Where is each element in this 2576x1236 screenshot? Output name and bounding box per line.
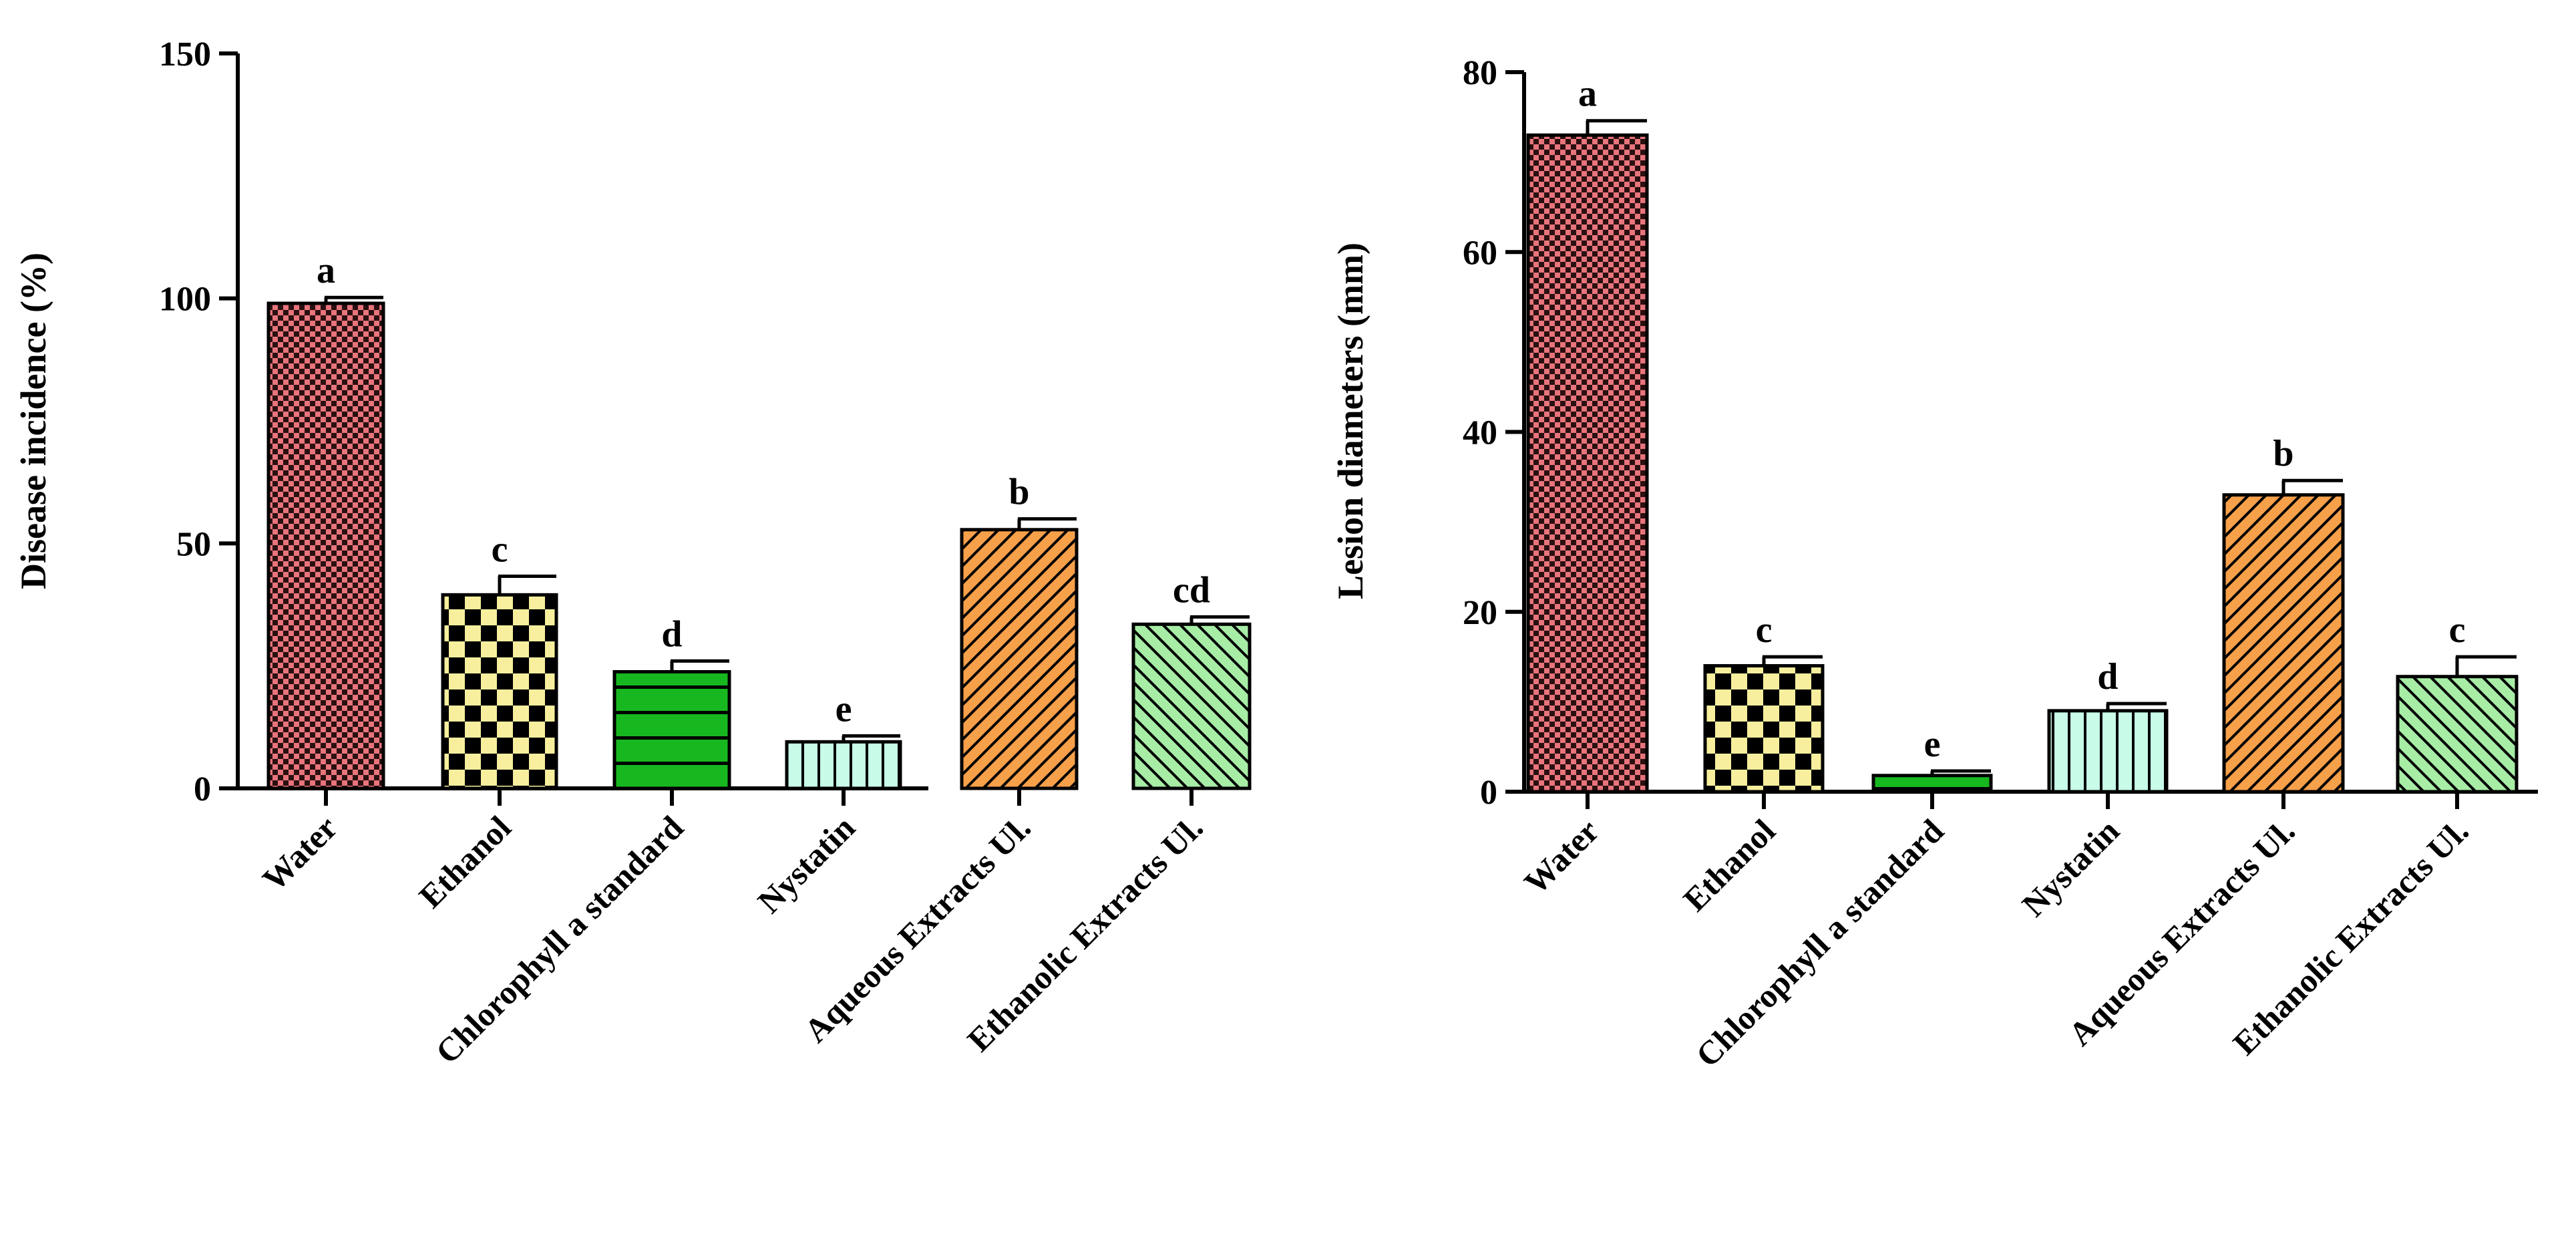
x-category-label: Ethanol xyxy=(1676,812,1783,919)
significance-label: b xyxy=(1008,472,1029,513)
bar xyxy=(2222,493,2345,794)
significance-label: e xyxy=(836,689,852,730)
y-tick-label: 150 xyxy=(159,35,211,73)
significance-label: c xyxy=(1756,609,1773,651)
x-category-label: Water xyxy=(255,808,345,898)
bar xyxy=(2396,675,2519,794)
significance-label: c xyxy=(492,528,508,570)
y-tick-label: 60 xyxy=(1463,234,1497,272)
bar xyxy=(960,528,1079,790)
significance-label: c xyxy=(2449,609,2466,651)
x-category-label: Water xyxy=(1517,812,1606,901)
significance-label: b xyxy=(2273,433,2293,474)
bar xyxy=(1871,774,1993,794)
x-category-label: Nystatin xyxy=(2014,812,2126,923)
y-tick-label: 0 xyxy=(1480,774,1497,812)
bar xyxy=(441,593,558,790)
y-axis-title: Disease incidence (%) xyxy=(13,253,53,589)
y-tick-label: 20 xyxy=(1463,594,1497,632)
bar xyxy=(2047,709,2169,794)
bar xyxy=(1703,664,1825,794)
lesion-diameters-chart: 0 20 40 60 80 Lesion diameters (mm) a Water c Eth… xyxy=(1330,54,2538,1074)
disease-incidence-chart: 0 50 100 150 Disease incidence (%) a Water c Eth… xyxy=(13,35,1252,1071)
significance-label: e xyxy=(1924,724,1941,765)
bar xyxy=(785,740,902,790)
significance-label: a xyxy=(317,250,335,291)
y-tick-label: 100 xyxy=(159,281,211,319)
y-tick-label: 40 xyxy=(1463,414,1497,452)
x-category-label: Nystatin xyxy=(750,808,862,920)
y-tick-label: 80 xyxy=(1463,54,1497,92)
significance-label: d xyxy=(2097,656,2118,698)
bar xyxy=(1526,133,1649,794)
significance-label: a xyxy=(1578,73,1597,115)
y-tick-label: 50 xyxy=(176,525,211,563)
y-tick-label: 0 xyxy=(194,770,211,808)
significance-label: d xyxy=(661,613,682,655)
significance-label: cd xyxy=(1173,569,1210,611)
y-axis-title: Lesion diameters (mm) xyxy=(1330,243,1370,599)
bar xyxy=(612,669,731,790)
x-category-label: Ethanol xyxy=(411,808,518,915)
bar xyxy=(1131,622,1252,790)
bar xyxy=(266,301,385,790)
